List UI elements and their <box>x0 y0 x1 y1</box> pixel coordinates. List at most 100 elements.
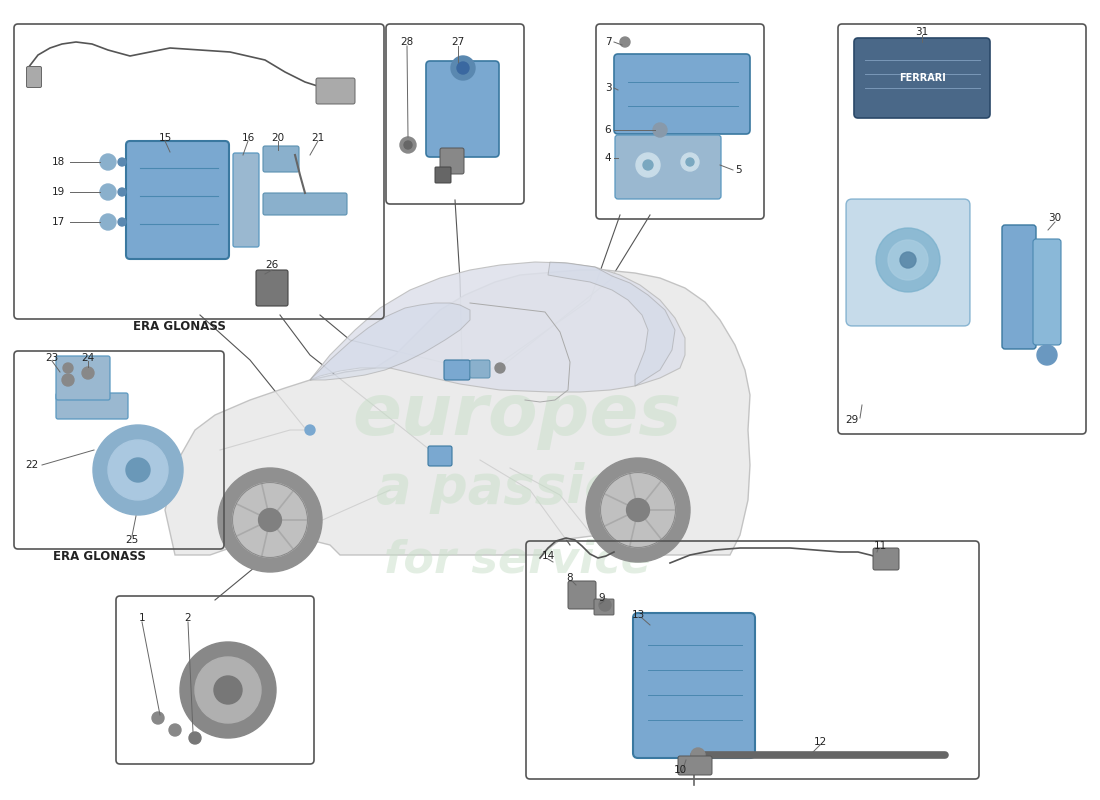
FancyBboxPatch shape <box>615 135 720 199</box>
Circle shape <box>600 599 610 611</box>
FancyBboxPatch shape <box>614 54 750 134</box>
FancyBboxPatch shape <box>1033 239 1062 345</box>
Text: ERA GLONASS: ERA GLONASS <box>133 320 226 333</box>
Circle shape <box>451 56 475 80</box>
Circle shape <box>644 160 653 170</box>
Circle shape <box>495 363 505 373</box>
Text: 11: 11 <box>873 541 887 551</box>
Polygon shape <box>310 262 685 392</box>
Circle shape <box>888 240 928 280</box>
Text: 29: 29 <box>846 415 859 425</box>
Circle shape <box>169 724 182 736</box>
Text: europes: europes <box>352 382 682 450</box>
Text: 10: 10 <box>673 765 686 775</box>
Circle shape <box>653 123 667 137</box>
Text: 22: 22 <box>25 460 39 470</box>
Circle shape <box>118 188 127 196</box>
Circle shape <box>258 509 282 531</box>
Text: 4: 4 <box>605 153 612 163</box>
Text: 28: 28 <box>400 37 414 47</box>
FancyBboxPatch shape <box>256 270 288 306</box>
Circle shape <box>627 498 649 522</box>
FancyBboxPatch shape <box>316 78 355 104</box>
Text: 15: 15 <box>158 133 172 143</box>
Text: for service: for service <box>384 538 650 582</box>
FancyBboxPatch shape <box>1002 225 1036 349</box>
Circle shape <box>214 676 242 704</box>
Text: 27: 27 <box>451 37 464 47</box>
FancyBboxPatch shape <box>26 66 42 87</box>
Circle shape <box>1037 345 1057 365</box>
Text: 12: 12 <box>813 737 826 747</box>
FancyBboxPatch shape <box>233 153 258 247</box>
Circle shape <box>108 440 168 500</box>
Text: 3: 3 <box>605 83 612 93</box>
Text: 1: 1 <box>139 613 145 623</box>
FancyBboxPatch shape <box>426 61 499 157</box>
Circle shape <box>118 158 127 166</box>
Circle shape <box>152 712 164 724</box>
Text: 20: 20 <box>272 133 285 143</box>
Circle shape <box>305 425 315 435</box>
FancyBboxPatch shape <box>434 167 451 183</box>
FancyBboxPatch shape <box>428 446 452 466</box>
Polygon shape <box>548 262 675 386</box>
Polygon shape <box>310 303 470 380</box>
Text: 24: 24 <box>81 353 95 363</box>
FancyBboxPatch shape <box>263 146 299 172</box>
Circle shape <box>100 214 116 230</box>
Circle shape <box>218 468 322 572</box>
Circle shape <box>82 367 94 379</box>
Circle shape <box>400 137 416 153</box>
Circle shape <box>100 184 116 200</box>
FancyBboxPatch shape <box>873 548 899 570</box>
Text: 7: 7 <box>605 37 612 47</box>
Circle shape <box>232 482 307 558</box>
Text: 16: 16 <box>241 133 254 143</box>
Circle shape <box>404 141 412 149</box>
Circle shape <box>686 158 694 166</box>
FancyBboxPatch shape <box>56 393 128 419</box>
FancyBboxPatch shape <box>56 356 110 400</box>
FancyBboxPatch shape <box>263 193 346 215</box>
Polygon shape <box>165 270 750 555</box>
Circle shape <box>620 37 630 47</box>
Circle shape <box>601 473 675 547</box>
Circle shape <box>118 218 127 226</box>
Circle shape <box>456 62 469 74</box>
Text: 26: 26 <box>265 260 278 270</box>
Text: 2: 2 <box>185 613 191 623</box>
FancyBboxPatch shape <box>470 360 490 378</box>
Circle shape <box>180 642 276 738</box>
Circle shape <box>876 228 940 292</box>
Text: 19: 19 <box>52 187 65 197</box>
Text: 31: 31 <box>915 27 928 37</box>
Circle shape <box>195 657 261 723</box>
Text: 18: 18 <box>52 157 65 167</box>
Text: 8: 8 <box>566 573 573 583</box>
Circle shape <box>126 458 150 482</box>
Circle shape <box>681 153 698 171</box>
Text: 23: 23 <box>45 353 58 363</box>
Circle shape <box>94 425 183 515</box>
Circle shape <box>691 748 705 762</box>
FancyBboxPatch shape <box>632 613 755 758</box>
Text: 17: 17 <box>52 217 65 227</box>
FancyBboxPatch shape <box>440 148 464 174</box>
Text: 25: 25 <box>125 535 139 545</box>
Text: 13: 13 <box>631 610 645 620</box>
Text: 9: 9 <box>598 593 605 603</box>
FancyBboxPatch shape <box>444 360 470 380</box>
FancyBboxPatch shape <box>594 599 614 615</box>
FancyBboxPatch shape <box>568 581 596 609</box>
Circle shape <box>100 154 116 170</box>
FancyBboxPatch shape <box>678 756 712 775</box>
Circle shape <box>636 153 660 177</box>
Text: 6: 6 <box>605 125 612 135</box>
FancyBboxPatch shape <box>846 199 970 326</box>
Circle shape <box>63 363 73 373</box>
Text: 30: 30 <box>1048 213 1062 223</box>
Circle shape <box>189 732 201 744</box>
Text: a passion: a passion <box>376 462 658 514</box>
Text: ERA GLONASS: ERA GLONASS <box>53 550 145 563</box>
